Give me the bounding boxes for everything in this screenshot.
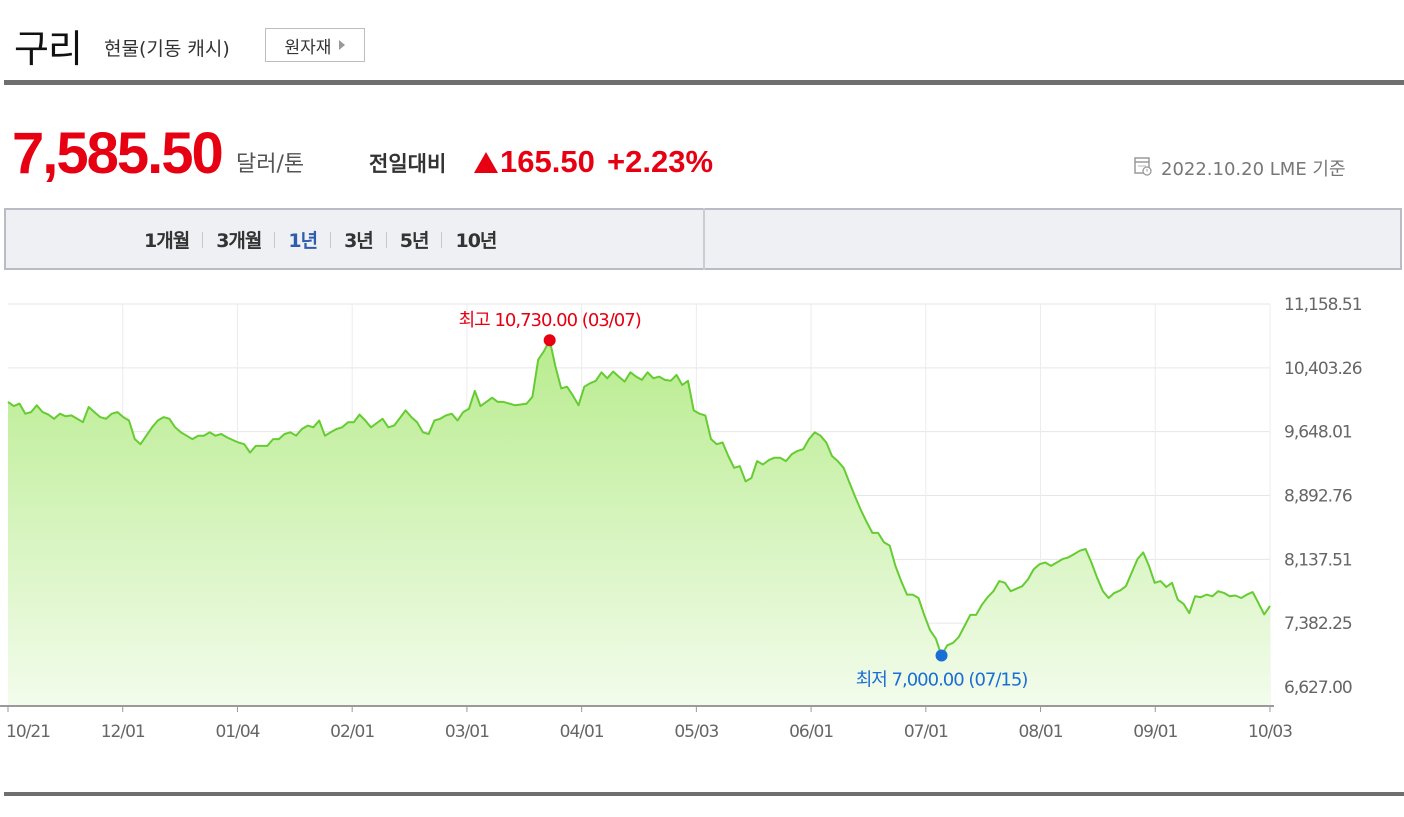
high-point-marker [543, 334, 556, 347]
x-tick-label: 01/04 [215, 722, 259, 742]
y-tick-label: 11,158.51 [1284, 295, 1362, 315]
category-button-label: 원자재 [284, 37, 332, 58]
y-tick-label: 8,892.76 [1284, 487, 1352, 507]
category-button[interactable]: 원자재 [265, 28, 365, 62]
period-separator [330, 231, 332, 248]
y-tick-label: 7,382.25 [1284, 614, 1352, 634]
change-label: 전일대비 [369, 152, 447, 176]
x-tick-label: 07/01 [904, 722, 948, 742]
period-separator [202, 231, 204, 248]
change-value: 165.50 [500, 144, 595, 179]
header-divider [4, 80, 1404, 85]
x-tick-label: 10/21 [6, 722, 50, 742]
x-tick-label: 05/03 [674, 722, 718, 742]
period-separator [385, 231, 387, 248]
up-triangle-icon [474, 152, 498, 173]
period-separator [274, 231, 276, 248]
x-tick-label: 04/01 [560, 722, 604, 742]
period-tab[interactable]: 3년 [344, 230, 374, 252]
period-tab[interactable]: 1년 [288, 230, 318, 252]
y-tick-label: 9,648.01 [1284, 423, 1352, 443]
low-point-marker [935, 649, 948, 662]
calendar-icon [1134, 157, 1152, 176]
chevron-right-icon [339, 40, 346, 50]
commodity-title: 구리 [14, 27, 83, 71]
current-price: 7,585.50 [12, 121, 224, 186]
x-tick-label: 10/03 [1248, 722, 1292, 742]
period-tab[interactable]: 1개월 [144, 230, 190, 252]
price-unit: 달러/톤 [236, 152, 305, 177]
period-tab[interactable]: 5년 [399, 230, 430, 252]
x-tick-label: 06/01 [789, 722, 833, 742]
period-separator [441, 231, 443, 248]
x-tick-label: 12/01 [101, 722, 145, 742]
y-tick-label: 8,137.51 [1284, 550, 1352, 570]
period-tab[interactable]: 10년 [455, 230, 497, 252]
period-bar-divider [703, 208, 705, 270]
series-area [8, 340, 1270, 706]
y-tick-label: 10,403.26 [1284, 359, 1362, 379]
x-tick-label: 02/01 [330, 722, 374, 742]
change-percent: +2.23% [607, 144, 714, 179]
high-annotation: 최고 10,730.00 (03/07) [459, 310, 641, 331]
as-of-date: 2022.10.20 LME 기준 [1161, 159, 1346, 180]
low-annotation: 최저 7,000.00 (07/15) [856, 669, 1028, 690]
x-tick-label: 08/01 [1019, 722, 1063, 742]
footer-divider [4, 792, 1404, 796]
x-tick-label: 03/01 [445, 722, 489, 742]
series-line [7, 339, 1271, 657]
commodity-subtitle: 현물(기동 캐시) [104, 38, 230, 60]
x-tick-label: 09/01 [1133, 722, 1177, 742]
period-tabs: 1개월 3개월 1년 3년 5년 10년 [144, 226, 497, 253]
period-tab[interactable]: 3개월 [216, 230, 262, 252]
price-chart: 11,158.51 10,403.26 9,648.01 8,892.76 8,137.… [0, 295, 1363, 742]
y-tick-label: 6,627.00 [1284, 678, 1352, 698]
